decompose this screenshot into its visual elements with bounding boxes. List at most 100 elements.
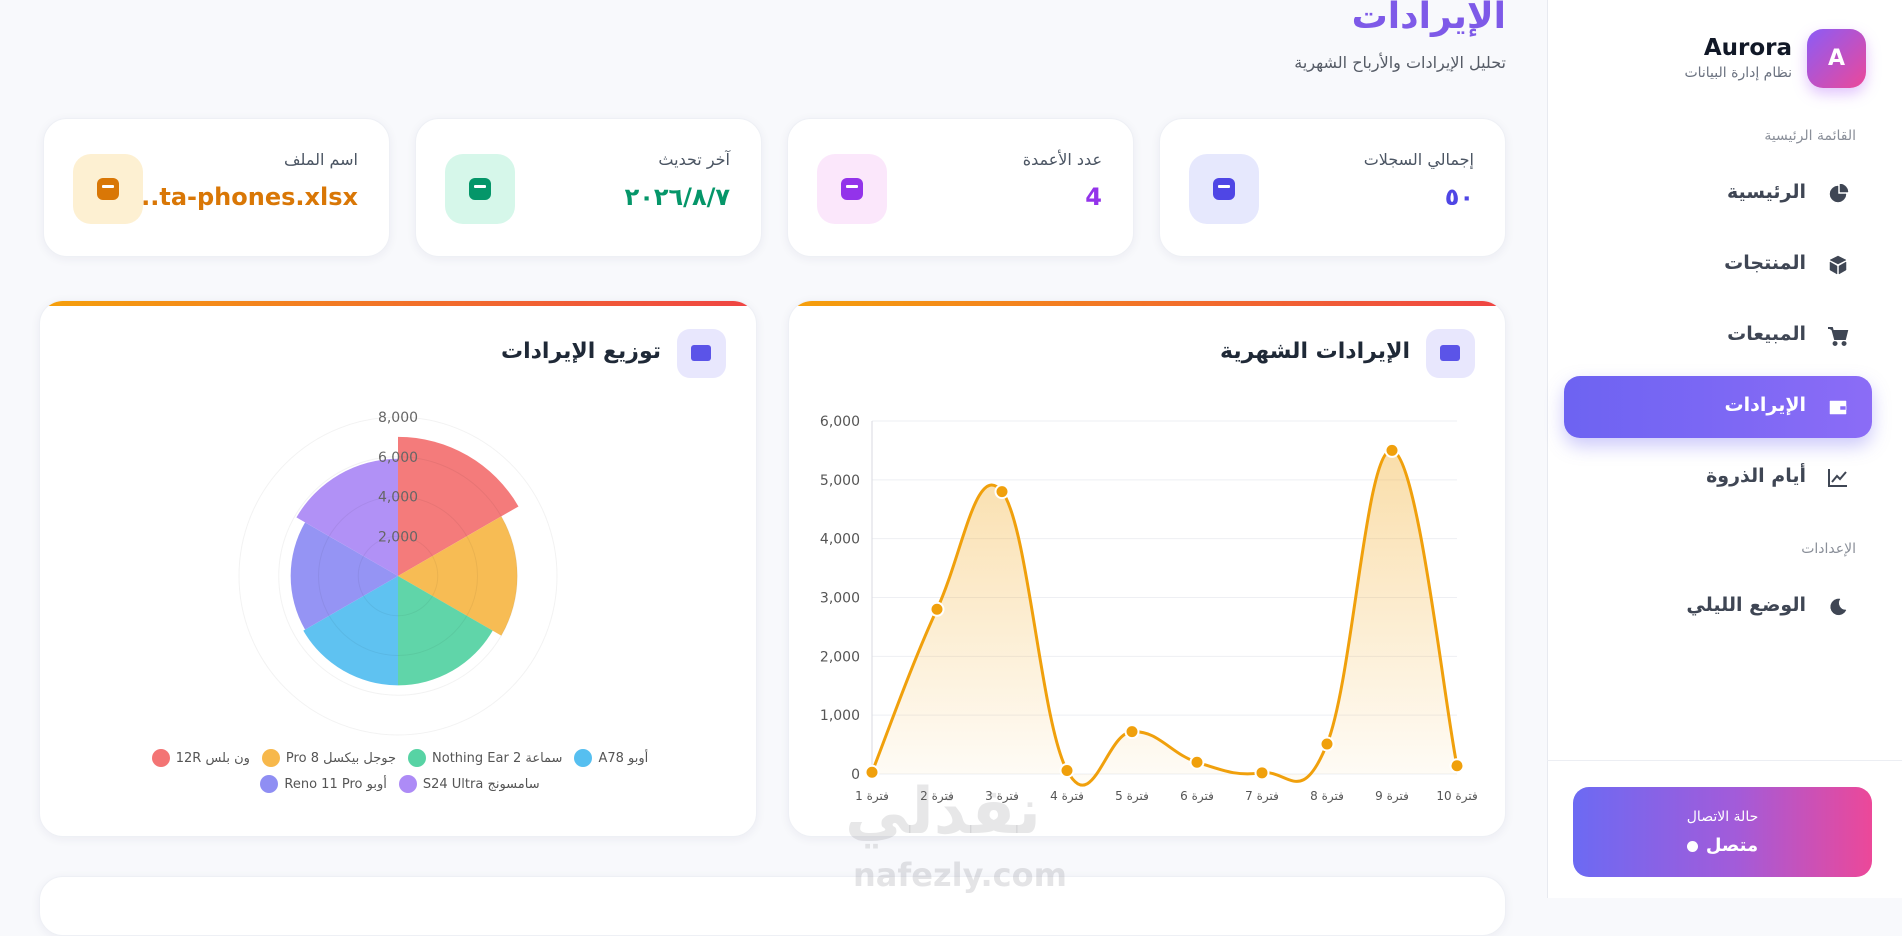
- nav-icon-shape: [1829, 255, 1847, 275]
- point: [1254, 765, 1270, 781]
- point: [994, 484, 1010, 500]
- status-value: متصل: [1573, 835, 1872, 856]
- app: الإيرادات تحليل الإيرادات والأرباح الشهري…: [39, 0, 1902, 936]
- y-tick-label: 4,000: [820, 532, 860, 548]
- chart-icon-shape: [691, 345, 711, 361]
- nav-icon: [1829, 184, 1849, 203]
- nav-icon-shape: [1829, 184, 1849, 203]
- grid-circle: [238, 416, 558, 736]
- nav-section-title: القائمة الرئيسية: [1764, 128, 1856, 144]
- watermark-latin: nafezly.com: [853, 856, 1067, 894]
- nav-item-label: الوضع الليلي: [1686, 594, 1806, 616]
- legend-label: سامسونج S24 Ultra: [422, 776, 540, 792]
- grid-circle: [357, 535, 439, 617]
- legend-label: سماعة Nothing Ear 2: [432, 750, 563, 766]
- status-title: حالة الاتصال: [1686, 809, 1759, 825]
- icon: [841, 178, 863, 200]
- legend-item: ون بلس 12R: [151, 749, 250, 767]
- legend-label: أوبو Reno 11 Pro: [284, 776, 387, 792]
- r-tick-label: 2,000: [378, 529, 418, 545]
- nav-icon-shape: [1829, 400, 1847, 415]
- icon: [1213, 178, 1235, 200]
- nav-icon: [1830, 598, 1847, 616]
- legend-label: ون بلس 12R: [175, 750, 250, 766]
- tagline: نظام إدارة البيانات: [1684, 65, 1792, 81]
- stat-icon-detail: [1218, 185, 1230, 188]
- nav-icon: [1828, 327, 1849, 346]
- stat-icon-shape: [841, 178, 863, 200]
- stat-icon-detail: [102, 185, 114, 188]
- polar-segment: [398, 436, 519, 576]
- legend-label: أوبو A78: [598, 750, 649, 766]
- nav-item-label: المنتجات: [1724, 252, 1806, 274]
- x-tick-label: فترة 3: [985, 789, 1019, 804]
- x-tick-label: فترة 6: [1180, 789, 1214, 804]
- stat-icon-shape: [469, 178, 491, 200]
- stat-icon-shape: [1213, 178, 1235, 200]
- chart-icon-shape: [1440, 345, 1460, 361]
- chart-icon: [677, 329, 726, 378]
- point: [864, 764, 880, 780]
- point: [929, 601, 945, 617]
- x-tick-label: فترة 4: [1050, 789, 1084, 804]
- legend-swatch: [398, 775, 417, 793]
- grid-circle: [278, 456, 518, 696]
- next-card: [39, 876, 1506, 936]
- page-title: الإيرادات: [1351, 0, 1506, 37]
- x-tick-label: فترة 7: [1245, 789, 1279, 804]
- y-tick-label: 0: [851, 767, 860, 783]
- stat-icon: [73, 154, 143, 224]
- chart-card: توزيع الإيرادات 2,000 4,000 6,000 8,000 ون بل…: [39, 300, 757, 837]
- line: [870, 448, 1459, 787]
- legend-item: سماعة Nothing Ear 2: [408, 749, 562, 767]
- legend-label: جوجل بيكسل 8 Pro: [285, 750, 397, 766]
- legend-item: أوبو Reno 11 Pro: [260, 775, 387, 793]
- icon: [97, 178, 119, 200]
- x-tick-label: فترة 1: [855, 789, 889, 804]
- legend-swatch: [151, 749, 170, 767]
- stat-icon-detail: [474, 185, 486, 188]
- legend-item: جوجل بيكسل 8 Pro: [261, 749, 397, 767]
- stat-icon: [1189, 154, 1259, 224]
- point: [1124, 724, 1140, 740]
- line-area: [872, 450, 1457, 786]
- nav-item-label: المبيعات: [1727, 323, 1806, 345]
- r-tick-label: 6,000: [378, 450, 418, 466]
- chart-title: توزيع الإيرادات: [500, 339, 661, 364]
- stat-card: آخر تحديث ٢٠٢٦/٨/٧: [415, 118, 762, 257]
- nav-item-label: الإيرادات: [1724, 394, 1806, 416]
- y-tick-label: 5,000: [820, 473, 860, 489]
- stat-label: اسم الملف: [283, 150, 358, 169]
- logo: A: [1807, 29, 1866, 88]
- x-tick-label: فترة 10: [1436, 789, 1477, 804]
- stat-value: ...ta-phones.xlsx: [132, 183, 358, 211]
- nav-icon: [1829, 255, 1847, 275]
- polar-segment: [398, 576, 493, 686]
- status-dot: [1686, 840, 1698, 852]
- stat-icon-shape: [97, 178, 119, 200]
- stat-icon: [445, 154, 515, 224]
- grid-circle: [318, 496, 478, 656]
- stat-label: إجمالي السجلات: [1363, 150, 1474, 169]
- brand: Aurora: [1703, 35, 1792, 61]
- line-chart: 0 1,000 2,000 3,000 4,000 5,000 6,000 فترة 1 فتر…: [820, 414, 1478, 804]
- stat-icon: [817, 154, 887, 224]
- nav-item-label: أيام الذروة: [1706, 465, 1806, 487]
- watermark-arabic: نفذلي: [845, 775, 1041, 849]
- r-tick-label: 4,000: [378, 490, 418, 506]
- stat-value: ٢٠٢٦/٨/٧: [624, 183, 730, 211]
- chart-title: الإيرادات الشهرية: [1219, 339, 1410, 364]
- legend-swatch: [574, 749, 593, 767]
- point: [1384, 442, 1400, 458]
- legend-item: سامسونج S24 Ultra: [398, 775, 540, 793]
- nav-icon: [1828, 469, 1847, 487]
- stat-icon-detail: [846, 185, 858, 188]
- point: [1189, 754, 1205, 770]
- legend-swatch: [260, 775, 279, 793]
- y-tick-label: 2,000: [820, 649, 860, 665]
- stat-value: 4: [1085, 183, 1102, 211]
- r-tick-label: 8,000: [378, 410, 418, 426]
- x-tick-label: فترة 9: [1375, 789, 1409, 804]
- polar-segment: [296, 458, 398, 576]
- point: [1059, 762, 1075, 778]
